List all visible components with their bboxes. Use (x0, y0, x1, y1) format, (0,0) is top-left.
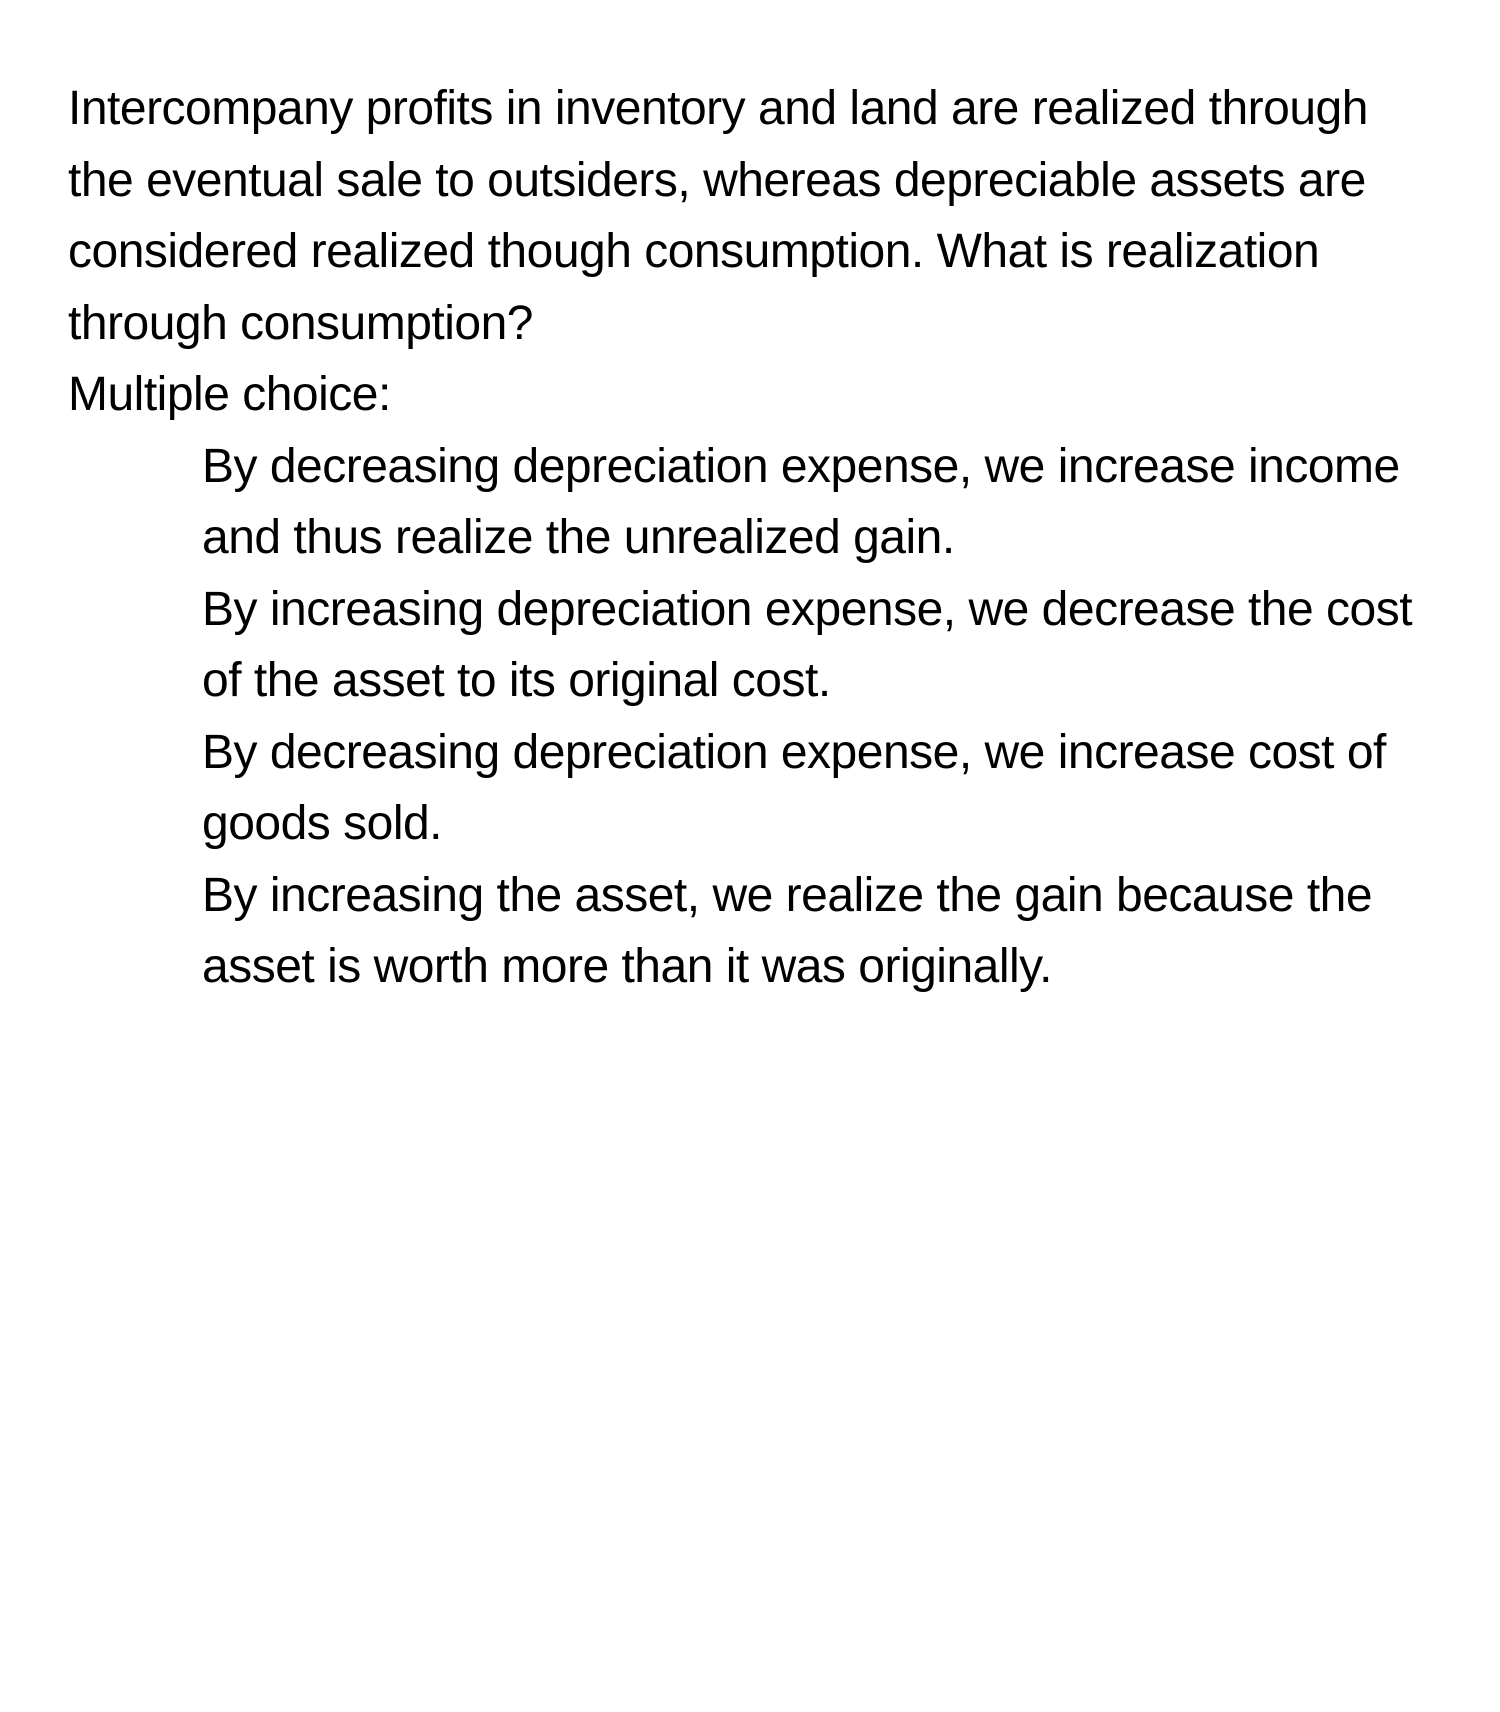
multiple-choice-label: Multiple choice: (68, 359, 1432, 431)
option-item: By decreasing depreciation expense, we i… (202, 431, 1432, 574)
options-list: By decreasing depreciation expense, we i… (68, 431, 1432, 1003)
option-item: By increasing depreciation expense, we d… (202, 574, 1432, 717)
option-item: By decreasing depreciation expense, we i… (202, 717, 1432, 860)
option-item: By increasing the asset, we realize the … (202, 860, 1432, 1003)
question-text: Intercompany profits in inventory and la… (68, 73, 1432, 359)
